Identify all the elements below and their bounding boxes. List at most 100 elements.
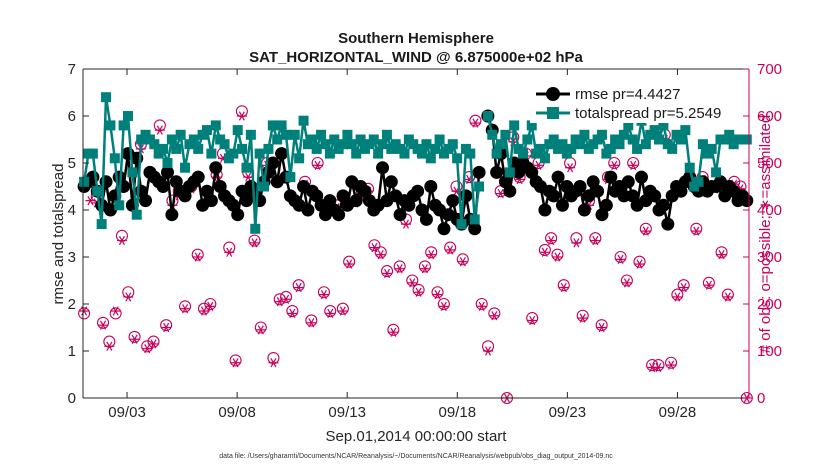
possible-obs-point: [627, 156, 640, 170]
totalspread-point: [272, 134, 283, 145]
asterisk-stroke: [289, 308, 296, 319]
y-right-tick-label: 300: [757, 249, 782, 266]
assimilated-obs-point: [539, 247, 550, 257]
assimilated-obs-point: [445, 245, 456, 255]
possible-obs-point: [456, 253, 469, 266]
assimilated-obs-point: [148, 339, 159, 349]
assimilated-obs-point: [552, 252, 563, 262]
totalspread-point: [469, 214, 480, 225]
rmse-point: [551, 170, 565, 184]
rmse-point: [160, 165, 174, 179]
series-layer: [77, 92, 754, 405]
totalspread-point: [206, 148, 217, 159]
rmse-point: [191, 170, 205, 184]
possible-obs-point: [324, 304, 337, 318]
rmse-point: [648, 189, 662, 203]
totalspread-point: [526, 120, 537, 131]
rmse-point: [393, 208, 407, 222]
assimilated-obs-point: [653, 362, 664, 373]
totalspread-point: [658, 120, 669, 131]
x-tick-label: 09/23: [549, 404, 587, 421]
totalspread-point: [96, 219, 107, 230]
possible-obs-point: [715, 246, 728, 259]
legend: rmse pr=4.4427 totalspread pr=5.2549: [530, 80, 735, 123]
totalspread-point: [355, 134, 366, 145]
rmse-point: [446, 194, 460, 208]
totalspread-point: [623, 120, 634, 131]
legend-totalspread-label: totalspread pr=5.2549: [575, 105, 721, 122]
asterisk-stroke: [440, 301, 447, 311]
y-right-tick-label: 700: [757, 61, 782, 78]
legend-rmse-label: rmse pr=4.4427: [575, 86, 680, 103]
totalspread-point: [509, 120, 520, 131]
assimilated-obs-point: [375, 250, 386, 260]
totalspread-point: [706, 143, 717, 154]
totalspread-point: [118, 120, 129, 131]
asterisk-stroke: [200, 306, 208, 316]
asterisk-stroke: [384, 268, 391, 279]
totalspread-point: [381, 129, 392, 140]
asterisk-stroke: [320, 289, 327, 300]
possible-obs-point: [557, 279, 570, 292]
y-axis-label-right: # of obs: o=possible; ∗=assimilated: [757, 115, 774, 354]
totalspread-point: [263, 143, 274, 154]
assimilated-obs-point: [129, 334, 140, 344]
asterisk-stroke: [485, 346, 492, 356]
totalspread-point: [627, 134, 638, 145]
asterisk-stroke: [567, 163, 574, 173]
possible-obs-point: [317, 286, 330, 299]
totalspread-point: [711, 167, 722, 178]
totalspread-point: [417, 148, 428, 159]
legend-totalspread-marker: [547, 107, 559, 119]
totalspread-point: [245, 129, 256, 140]
totalspread-point: [298, 115, 309, 126]
asterisk-stroke: [459, 257, 466, 267]
totalspread-point: [640, 139, 651, 150]
assimilated-obs-point: [621, 278, 632, 288]
possible-obs-point: [147, 335, 160, 348]
asterisk-stroke: [724, 292, 731, 302]
rmse-point: [577, 203, 591, 217]
assimilated-obs-point: [426, 250, 437, 260]
assimilated-obs-point: [527, 315, 538, 326]
assimilated-obs-point: [180, 304, 191, 314]
asterisk-stroke: [491, 311, 498, 321]
assimilated-obs-point: [476, 301, 487, 311]
totalspread-point: [307, 134, 318, 145]
assimilated-obs-point: [116, 235, 127, 246]
rmse-point: [209, 161, 223, 175]
totalspread-point: [399, 148, 410, 159]
assimilated-obs-point: [224, 247, 235, 257]
asterisk-stroke: [283, 294, 290, 304]
assimilated-obs-point: [236, 111, 247, 121]
rmse-point: [411, 184, 425, 198]
totalspread-point: [535, 143, 546, 154]
totalspread-point: [105, 120, 116, 131]
rmse-point: [349, 194, 363, 208]
asterisk-stroke: [131, 334, 138, 344]
asterisk-stroke: [705, 280, 712, 290]
totalspread-point: [267, 120, 278, 131]
asterisk-stroke: [611, 160, 618, 170]
assimilated-obs-point: [306, 318, 317, 328]
possible-obs-point: [78, 307, 91, 320]
asterisk-stroke: [579, 313, 586, 323]
possible-obs-point: [488, 307, 501, 320]
possible-obs-point: [589, 232, 602, 245]
totalspread-point: [241, 162, 252, 173]
possible-obs-point: [336, 302, 349, 315]
assimilated-obs-point: [489, 311, 500, 321]
possible-obs-point: [475, 297, 488, 311]
asterisk-stroke: [649, 362, 656, 373]
possible-obs-point: [109, 307, 122, 320]
totalspread-point: [456, 219, 467, 230]
totalspread-point: [188, 134, 199, 145]
totalspread-point: [548, 134, 559, 145]
totalspread-point: [131, 209, 142, 220]
possible-obs-point: [721, 288, 734, 301]
totalspread-point: [162, 158, 173, 168]
totalspread-point: [421, 139, 432, 150]
totalspread-point: [166, 134, 177, 145]
totalspread-point: [447, 139, 458, 150]
totalspread-point: [693, 176, 704, 187]
